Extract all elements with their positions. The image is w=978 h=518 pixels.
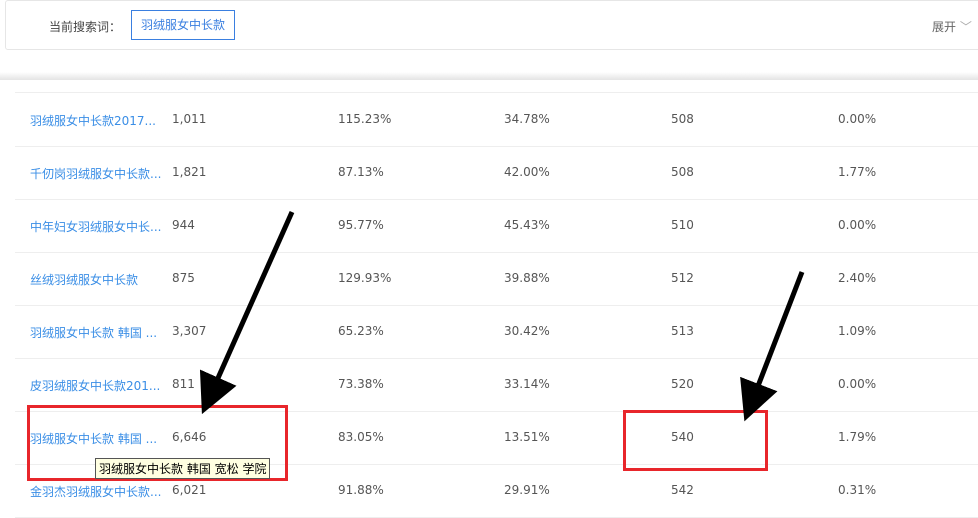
highlight-box [623,410,768,471]
expand-toggle[interactable]: 展开 ﹀ [932,18,972,35]
growth-rate: 115.23% [338,112,392,126]
table-row: 千仞岗羽绒服女中长款... 1,821 87.13% 42.00% 508 1.77% [15,146,978,200]
growth-rate: 87.13% [338,165,384,179]
table-row: 羽绒服女中长款 韩国 ... 6,646 83.05% 13.51% 540 1.79% [15,411,978,465]
divider [15,92,978,93]
table-row: 丝绒羽绒服女中长款 875 129.93% 39.88% 512 2.40% [15,252,978,306]
growth-rate: 83.05% [338,430,384,444]
ratio: 33.14% [504,377,550,391]
ratio: 29.91% [504,483,550,497]
ratio: 34.78% [504,112,550,126]
panel-shadow [0,72,978,80]
conversion-rate: 2.40% [838,271,877,285]
search-count: 3,307 [172,324,207,338]
arrow-icon [740,271,805,422]
table-row: 中年妇女羽绒服女中长... 944 95.77% 45.43% 510 0.00% [15,199,978,253]
expand-label: 展开 [932,20,957,34]
growth-rate: 129.93% [338,271,392,285]
rank: 510 [671,218,694,232]
growth-rate: 91.88% [338,483,384,497]
arrow-icon [199,210,295,415]
conversion-rate: 0.00% [838,377,877,391]
conversion-rate: 0.31% [838,483,877,497]
conversion-rate: 1.09% [838,324,877,338]
growth-rate: 65.23% [338,324,384,338]
rank: 508 [671,112,694,126]
keyword-link[interactable]: 羽绒服女中长款 韩国 ... [30,326,158,340]
keyword-link[interactable]: 皮羽绒服女中长款201... [30,379,161,393]
keyword-link[interactable]: 羽绒服女中长款 韩国 ... [30,432,158,446]
ratio: 45.43% [504,218,550,232]
table-row: 羽绒服女中长款2017... 1,011 115.23% 34.78% 508 0.00% [15,93,978,147]
growth-rate: 73.38% [338,377,384,391]
chevron-down-icon: ﹀ [959,20,972,34]
keyword-link[interactable]: 丝绒羽绒服女中长款 [30,273,139,287]
search-count: 1,011 [172,112,207,126]
search-count: 1,821 [172,165,207,179]
growth-rate: 95.77% [338,218,384,232]
conversion-rate: 1.77% [838,165,877,179]
ratio: 42.00% [504,165,550,179]
table-row: 皮羽绒服女中长款201... 811 73.38% 33.14% 520 0.00% [15,358,978,412]
search-count: 944 [172,218,195,232]
conversion-rate: 0.00% [838,218,877,232]
keyword-link[interactable]: 千仞岗羽绒服女中长款... [30,167,162,181]
search-count: 875 [172,271,195,285]
conversion-rate: 1.79% [838,430,877,444]
ratio: 30.42% [504,324,550,338]
rank: 542 [671,483,694,497]
rank: 508 [671,165,694,179]
rank: 512 [671,271,694,285]
conversion-rate: 0.00% [838,112,877,126]
tooltip: 羽绒服女中长款 韩国 宽松 学院 [95,458,271,479]
keyword-link[interactable]: 中年妇女羽绒服女中长... [30,220,162,234]
search-label: 当前搜索词： [49,20,122,34]
keyword-link[interactable]: 羽绒服女中长款2017... [30,114,156,128]
search-panel: 当前搜索词： 羽绒服女中长款 展开 ﹀ [5,0,978,50]
rank: 540 [671,430,694,444]
keyword-tag[interactable]: 羽绒服女中长款 [131,10,235,40]
highlight-box [27,405,288,481]
search-count: 6,021 [172,483,207,497]
rank: 520 [671,377,694,391]
ratio: 39.88% [504,271,550,285]
table-row: 羽绒服女中长款 韩国 ... 3,307 65.23% 30.42% 513 1.09% [15,305,978,359]
search-count: 6,646 [172,430,207,444]
keyword-link[interactable]: 金羽杰羽绒服女中长款... [30,485,162,499]
ratio: 13.51% [504,430,550,444]
search-count: 811 [172,377,195,391]
rank: 513 [671,324,694,338]
